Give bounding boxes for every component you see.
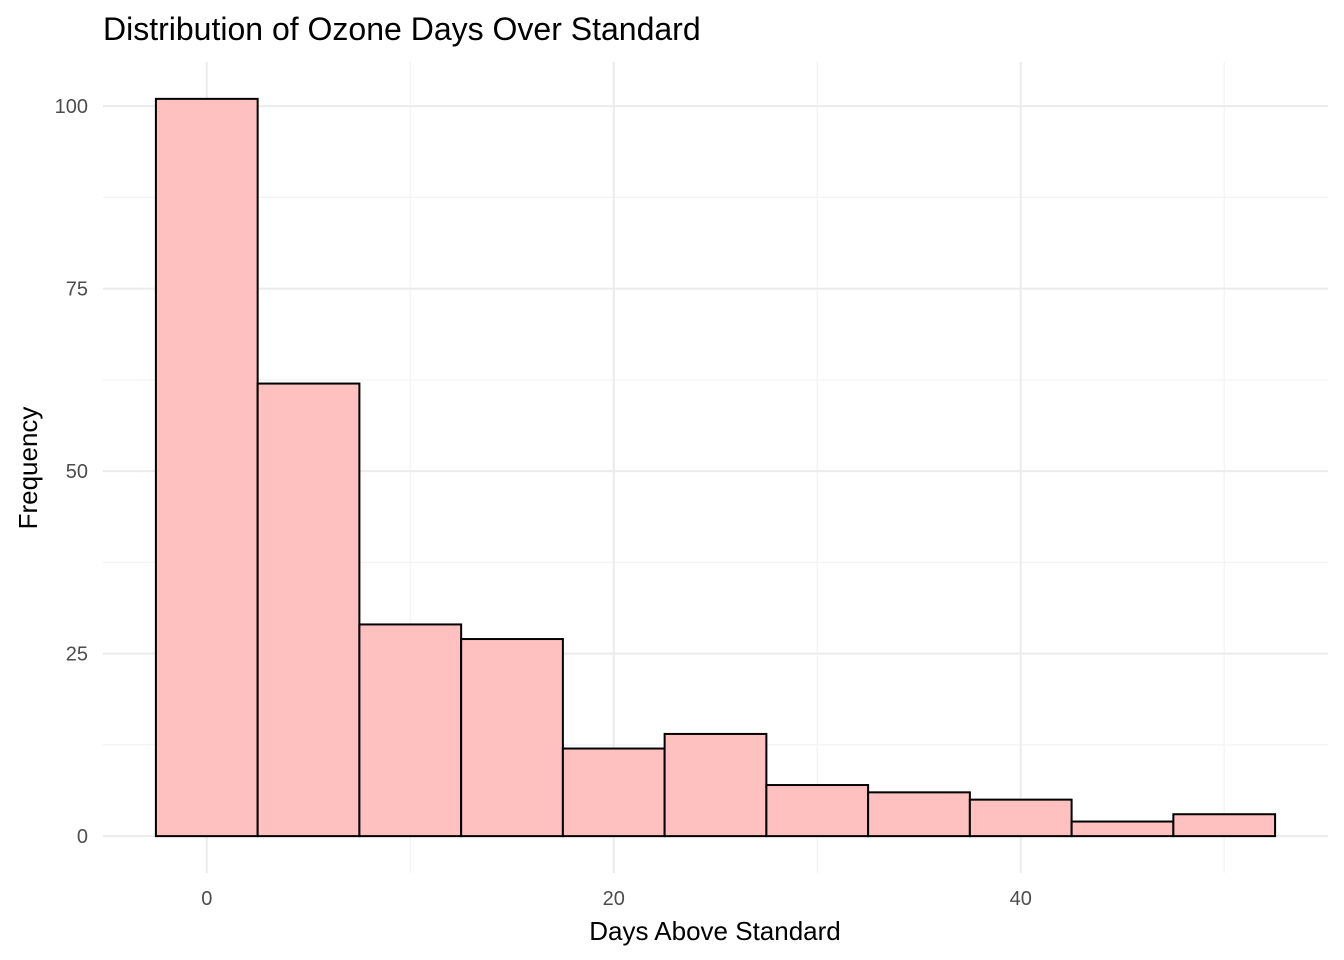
y-tick-label: 0 xyxy=(77,826,88,848)
x-tick-label: 40 xyxy=(1010,888,1032,910)
chart-title: Distribution of Ozone Days Over Standard xyxy=(103,11,701,47)
histogram-bar xyxy=(765,784,870,838)
y-tick-label: 100 xyxy=(55,96,88,118)
x-tick-label: 20 xyxy=(603,888,625,910)
bars-layer xyxy=(154,97,1277,838)
y-tick-label: 25 xyxy=(66,644,88,666)
histogram-bar xyxy=(256,382,361,838)
histogram-bar xyxy=(1172,813,1277,838)
histogram-bar xyxy=(460,638,564,838)
histogram-bar xyxy=(663,732,768,838)
x-axis-title: Days Above Standard xyxy=(589,916,841,946)
y-axis-title: Frequency xyxy=(13,407,43,530)
histogram-bar xyxy=(1070,820,1175,838)
y-tick-label: 50 xyxy=(66,461,88,483)
x-tick-label: 0 xyxy=(201,888,212,910)
histogram-bar xyxy=(358,623,463,838)
histogram-bar xyxy=(561,747,666,838)
histogram-bar xyxy=(968,798,1073,838)
axis-layer: 0 20 40 0 25 50 75 100 xyxy=(55,96,1032,910)
histogram-bar xyxy=(154,97,259,838)
histogram-bar xyxy=(867,791,971,838)
y-tick-label: 75 xyxy=(66,279,88,301)
